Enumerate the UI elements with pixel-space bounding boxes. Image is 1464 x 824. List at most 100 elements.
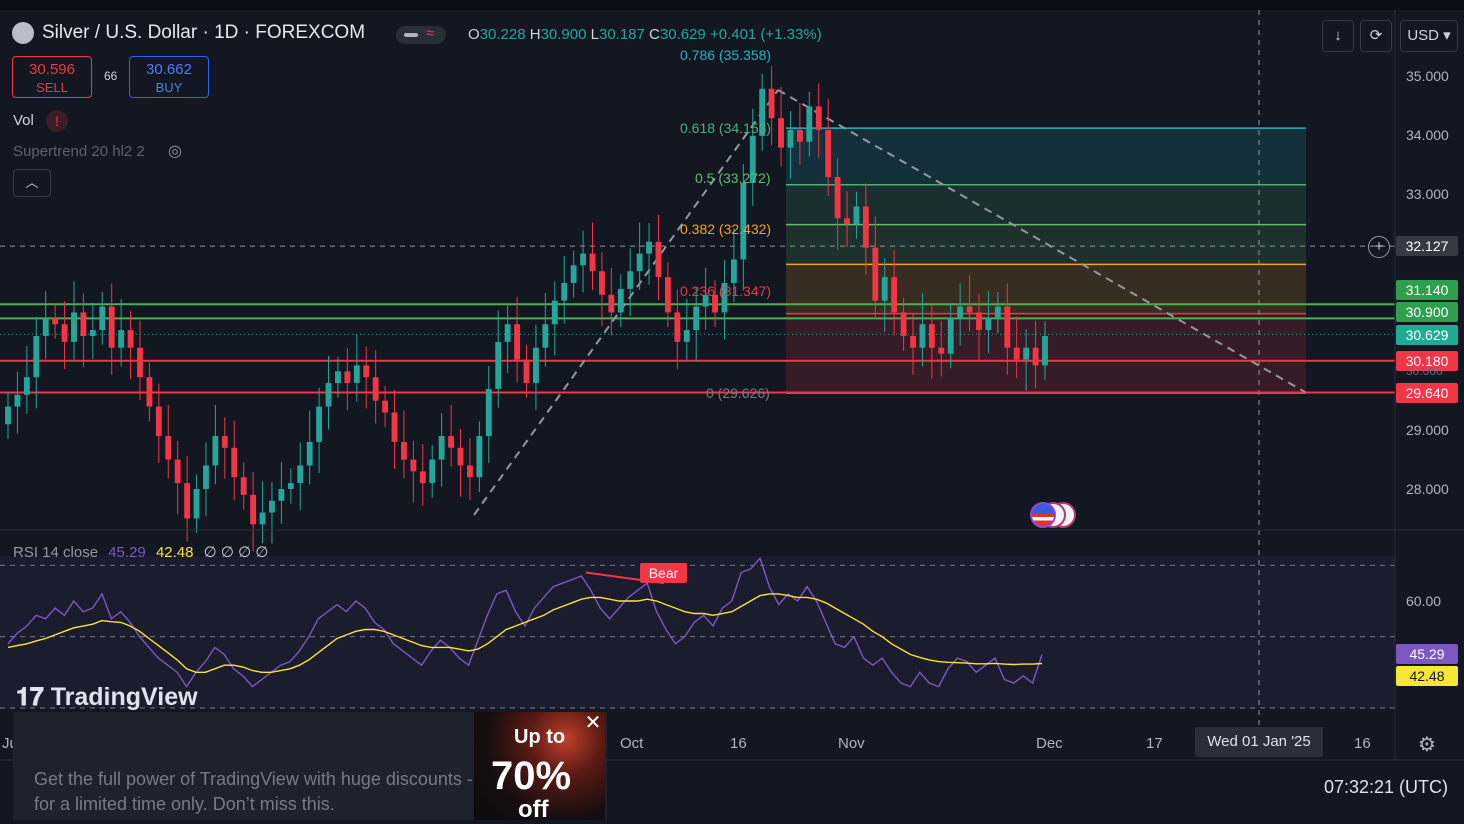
- candle-body: [5, 406, 11, 425]
- candle-body: [966, 306, 973, 313]
- candle-body: [768, 88, 775, 119]
- buy-price: 30.662: [146, 61, 192, 78]
- fib-label: 0.5 (33.272): [695, 170, 771, 186]
- candle-body: [165, 436, 172, 460]
- candle-body: [127, 330, 134, 348]
- candle-body: [976, 312, 982, 331]
- crosshair-price-label: 32.127: [1396, 236, 1458, 256]
- candle-body: [382, 400, 389, 413]
- candle-body: [749, 135, 756, 183]
- candle-body: [551, 300, 558, 325]
- high-value: 30.900: [540, 26, 587, 43]
- supertrend-indicator-label[interactable]: Supertrend 20 hl2 2: [13, 143, 145, 160]
- candle-body: [947, 318, 954, 354]
- trend-line-up: [473, 89, 779, 516]
- candle-body: [495, 341, 502, 389]
- x-axis-label: Dec: [1036, 735, 1063, 752]
- eye-off-icon[interactable]: ◎: [168, 143, 182, 160]
- candle-body: [994, 306, 1001, 319]
- candle-body: [872, 247, 879, 301]
- candle-body: [617, 288, 624, 313]
- wave-icon: ≈: [426, 25, 435, 42]
- candle-body: [269, 500, 275, 513]
- candle-body: [372, 377, 379, 401]
- promo-up-to: Up to: [514, 726, 566, 748]
- candle-body: [1004, 306, 1011, 348]
- candle-body: [23, 377, 30, 395]
- download-arrow-icon[interactable]: ↓: [1322, 20, 1354, 52]
- fib-label: 0.618 (34.153): [680, 120, 772, 136]
- trend-lines: [473, 89, 1306, 516]
- candle-body: [815, 106, 822, 130]
- candle-body: [844, 218, 850, 225]
- candle-body: [80, 312, 87, 336]
- candle-body: [99, 306, 106, 331]
- promo-banner[interactable]: Get the full power of TradingView with h…: [13, 712, 607, 823]
- volume-indicator-label[interactable]: Vol: [13, 112, 34, 129]
- candlesticks: [5, 65, 1048, 552]
- candle-body: [221, 436, 228, 448]
- utc-clock[interactable]: 07:32:21 (UTC): [1323, 777, 1448, 797]
- economic-events-icon[interactable]: [1030, 500, 1084, 528]
- close-icon[interactable]: ✕: [584, 712, 602, 734]
- rsi-legend[interactable]: RSI 14 close 45.29 42.48 ∅ ∅ ∅ ∅: [13, 543, 268, 561]
- fib-zone: [786, 264, 1306, 314]
- collapse-legend-button[interactable]: ︿: [13, 169, 51, 197]
- sell-button[interactable]: 30.596 SELL: [12, 56, 92, 98]
- candle-body: [363, 365, 370, 378]
- sell-label: SELL: [36, 80, 68, 95]
- promo-image[interactable]: Up to 70% off ✕: [474, 712, 605, 823]
- candle-body: [928, 324, 935, 348]
- candle-body: [598, 271, 605, 295]
- settings-gear-icon[interactable]: ⚙: [1418, 734, 1436, 756]
- candle-body: [118, 330, 125, 348]
- candle-body: [155, 406, 162, 437]
- candle-body: [391, 412, 398, 442]
- candle-body: [740, 182, 747, 260]
- candle-body: [580, 253, 586, 266]
- x-axis-label: Nov: [838, 735, 865, 752]
- currency-select[interactable]: USD ▾: [1400, 20, 1458, 52]
- candle-body: [137, 347, 143, 378]
- warning-icon[interactable]: !: [46, 110, 68, 132]
- candle-body: [287, 483, 294, 489]
- fib-label: 0.236 (31.347): [680, 283, 772, 299]
- candle-body: [108, 306, 115, 348]
- rsi-pane: [0, 10, 1464, 761]
- candle-body: [259, 512, 266, 525]
- candle-body: [693, 306, 700, 331]
- sell-price: 30.596: [29, 61, 75, 78]
- candle-body: [853, 206, 860, 225]
- candle-body: [1042, 335, 1048, 366]
- rsi-band: [0, 556, 1395, 708]
- candle-body: [184, 483, 191, 519]
- candle-body: [203, 465, 209, 489]
- price-tick: 34.000: [1406, 127, 1449, 143]
- market-status-icon: [404, 33, 418, 37]
- candle-body: [71, 312, 77, 342]
- buy-button[interactable]: 30.662 BUY: [129, 56, 209, 98]
- x-axis-label: 17: [1146, 735, 1163, 752]
- tv-logo-icon: 𝟏𝟕: [16, 683, 51, 711]
- candle-body: [476, 436, 483, 478]
- x-axis-label: Oct: [620, 735, 644, 752]
- rsi-title: RSI 14 close: [13, 544, 99, 561]
- candle-body: [787, 129, 794, 148]
- candle-body: [636, 253, 643, 272]
- candle-body: [429, 459, 436, 484]
- promo-text: Get the full power of TradingView with h…: [34, 769, 473, 814]
- symbol-legend[interactable]: Silver / U.S. Dollar · 1D · FOREXCOM: [12, 22, 365, 44]
- candle-body: [646, 241, 652, 254]
- symbol-status-pill[interactable]: ≈: [396, 25, 446, 44]
- candle-body: [919, 324, 926, 348]
- chart-canvas[interactable]: [0, 10, 1464, 820]
- refresh-icon[interactable]: ⟳: [1360, 20, 1392, 52]
- candle-body: [146, 377, 153, 407]
- candle-body: [570, 265, 577, 283]
- candle-body: [316, 406, 323, 442]
- candle-body: [278, 489, 285, 501]
- add-alert-icon[interactable]: +: [1368, 236, 1390, 258]
- price-tick: 29.000: [1406, 422, 1449, 438]
- candle-body: [401, 441, 407, 460]
- price-tick: 28.000: [1406, 481, 1449, 497]
